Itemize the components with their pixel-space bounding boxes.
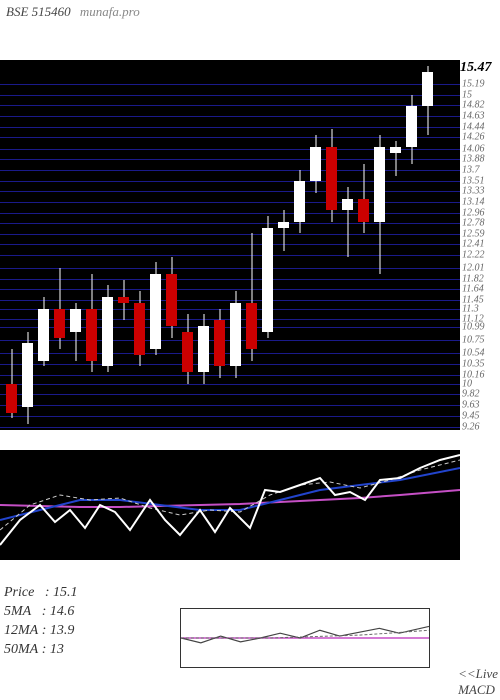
macd-labels: <<Live MACD	[458, 666, 498, 698]
ytick-label: 12.59	[462, 229, 485, 240]
ytick-label: 9.26	[462, 421, 480, 432]
ytick-label: 14.82	[462, 100, 485, 111]
ma5-value: 14.6	[50, 604, 75, 619]
ytick-label: 12.22	[462, 250, 485, 261]
ytick-label: 10.35	[462, 358, 485, 369]
macd-inset	[180, 608, 430, 668]
macd-line	[181, 626, 429, 642]
ytick-label: 11.82	[462, 273, 484, 284]
ytick-label: 9.82	[462, 389, 480, 400]
ytick-label: 14.44	[462, 122, 485, 133]
price-info-box: Price : 15.1 5MA : 14.6 12MA : 13.9 50MA…	[4, 584, 78, 660]
candle	[294, 60, 305, 430]
candle	[86, 60, 97, 430]
ma5-label: 5MA	[4, 604, 31, 619]
chart-header: BSE 515460 munafa.pro	[6, 4, 140, 20]
ytick-label: 13.14	[462, 197, 485, 208]
ytick-label: 14.06	[462, 144, 485, 155]
ytick-label: 15	[462, 89, 472, 100]
ytick-label: 13.7	[462, 164, 480, 175]
ytick-label: 12.41	[462, 239, 485, 250]
ytick-label: 11.64	[462, 283, 484, 294]
info-row-price: Price : 15.1	[4, 584, 78, 603]
candle	[150, 60, 161, 430]
candle	[246, 60, 257, 430]
candle	[54, 60, 65, 430]
candle	[374, 60, 385, 430]
ytick-label: 15.19	[462, 78, 485, 89]
ma-line-50MA	[0, 490, 460, 507]
price-value: 15.1	[53, 585, 78, 600]
candle	[310, 60, 321, 430]
ytick-label: 12.01	[462, 262, 485, 273]
moving-average-panel	[0, 450, 460, 560]
candle	[38, 60, 49, 430]
macd-panel: Price : 15.1 5MA : 14.6 12MA : 13.9 50MA…	[0, 580, 500, 700]
ytick-label: 11.3	[462, 303, 479, 314]
candle	[262, 60, 273, 430]
candle	[230, 60, 241, 430]
candle	[22, 60, 33, 430]
ytick-label: 14.26	[462, 132, 485, 143]
site-label: munafa.pro	[80, 4, 140, 19]
ytick-label: 10.54	[462, 347, 485, 358]
candle	[118, 60, 129, 430]
price-label: Price	[4, 585, 34, 600]
ytick-label: 9.63	[462, 400, 480, 411]
ytick-label: 10	[462, 378, 472, 389]
ma-line-12MA	[0, 468, 460, 520]
symbol-label: 515460	[32, 4, 71, 19]
ma12-value: 13.9	[50, 623, 75, 638]
live-label: <<Live	[458, 666, 498, 682]
info-row-12ma: 12MA : 13.9	[4, 622, 78, 641]
candle	[390, 60, 401, 430]
exchange-label: BSE	[6, 4, 28, 19]
ma50-value: 13	[50, 642, 64, 657]
ytick-label: 9.45	[462, 410, 480, 421]
candle	[278, 60, 289, 430]
candle	[182, 60, 193, 430]
macd-text-label: MACD	[458, 682, 498, 698]
ytick-label: 12.78	[462, 218, 485, 229]
candle	[342, 60, 353, 430]
info-row-5ma: 5MA : 14.6	[4, 603, 78, 622]
ma50-label: 50MA	[4, 642, 38, 657]
ytick-label: 13.33	[462, 186, 485, 197]
candle	[102, 60, 113, 430]
ma12-label: 12MA	[4, 623, 38, 638]
candle	[406, 60, 417, 430]
candle	[6, 60, 17, 430]
ytick-label: 10.99	[462, 321, 485, 332]
ytick-label: 10.75	[462, 335, 485, 346]
candle	[358, 60, 369, 430]
candle	[166, 60, 177, 430]
candle	[198, 60, 209, 430]
ytick-label: 13.88	[462, 154, 485, 165]
ma-line-price	[0, 455, 460, 545]
ytick-label: 12.96	[462, 207, 485, 218]
candlestick-chart	[0, 60, 460, 430]
candle	[422, 60, 433, 430]
candle	[70, 60, 81, 430]
candle	[326, 60, 337, 430]
ytick-label: 13.51	[462, 175, 485, 186]
candle	[134, 60, 145, 430]
last-price-label: 15.47	[460, 60, 492, 76]
ytick-label: 14.63	[462, 111, 485, 122]
info-row-50ma: 50MA : 13	[4, 641, 78, 660]
candle	[214, 60, 225, 430]
